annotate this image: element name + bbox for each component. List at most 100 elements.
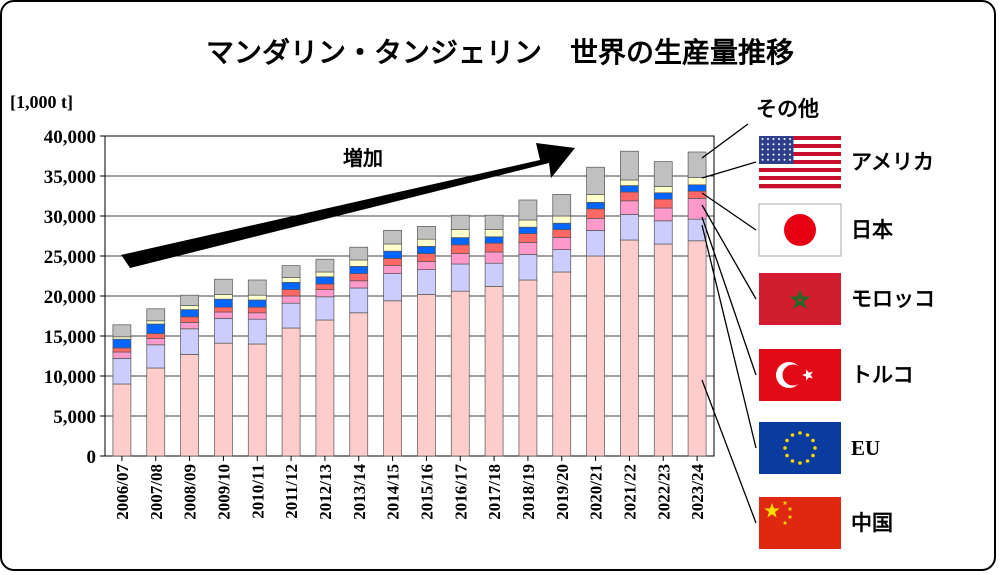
bar-segment-中国 [214,342,233,457]
bar-segment-EU [247,318,267,345]
legend-leader-line [701,216,757,376]
bar-segment-日本 [653,192,673,200]
x-tick-label: 2008/09 [181,464,200,520]
bar-segment-トルコ [146,338,166,346]
bar-segment-アメリカ [620,179,639,186]
y-tick-label: 25,000 [44,247,96,268]
bar-segment-その他 [349,246,369,261]
bar-segment-その他 [552,194,572,217]
bar-segment-日本 [281,282,301,290]
bar-segment-トルコ [281,295,301,304]
bar-segment-日本 [214,298,233,308]
y-tick-label: 30,000 [44,207,96,228]
bar-segment-アメリカ [484,229,504,238]
bar-segment-その他 [586,166,605,195]
bar-segment-その他 [146,308,166,322]
bar-segment-アメリカ [180,305,199,310]
bar-segment-トルコ [687,198,707,220]
bar-segment-モロッコ [586,208,605,219]
x-tick-label: 2015/16 [417,464,436,520]
legend-leader-line [701,224,757,449]
bar-segment-モロッコ [214,306,233,313]
legend-label: アメリカ [851,150,934,174]
bar-segment-中国 [349,312,369,457]
bar-segment-アメリカ [417,238,436,247]
x-tick-label: 2021/22 [620,464,639,520]
bar-segment-その他 [315,258,335,273]
x-tick-label: 2023/24 [688,464,707,520]
bar-segment-EU [349,287,369,314]
bar-segment-EU [281,302,301,329]
bar-segment-EU [552,249,572,273]
y-tick-label: 35,000 [44,167,96,188]
bar-segment-トルコ [383,265,402,274]
morocco-flag [759,273,841,325]
bar-segment-EU [146,344,166,369]
x-tick-label: 2022/23 [654,464,673,520]
bar-segment-トルコ [349,280,369,289]
bar-segment-アメリカ [586,194,605,203]
bar-segment-トルコ [484,251,504,264]
bar-segment-モロッコ [281,289,301,297]
legend-item-日本: 日本 [701,192,893,257]
bar-segment-モロッコ [620,191,639,202]
bar-segment-モロッコ [518,233,538,243]
bar-segment-EU [484,262,504,287]
legend-leader-line [701,192,757,231]
bar-segment-日本 [417,246,436,254]
bar-segment-EU [518,254,538,281]
bar-segment-アメリカ [518,219,538,228]
bar-segment-日本 [349,266,369,274]
x-tick-label: 2013/14 [350,464,369,520]
bar-segment-その他 [417,226,436,240]
bar-segment-トルコ [315,289,335,298]
bar-segment-EU [620,214,639,241]
bar-segment-モロッコ [552,229,572,238]
x-tick-label: 2011/12 [282,464,301,519]
bar-segment-EU [180,328,199,355]
y-tick-label: 5,000 [53,407,96,428]
bar-segment-アメリカ [146,320,166,325]
bar-segment-中国 [146,367,166,457]
bar-segment-日本 [315,276,335,285]
unit-label: [1,000 t] [10,92,73,112]
legend-label: 日本 [851,218,893,242]
bar-segment-その他 [281,265,301,278]
bar-segment-EU [653,220,673,245]
bar-segment-モロッコ [315,283,335,290]
x-tick-label: 2018/19 [519,464,538,520]
bar-segment-モロッコ [484,242,504,253]
x-tick-label: 2006/07 [113,464,132,520]
bar-segment-中国 [180,354,199,457]
bar-segment-EU [214,318,233,344]
bar-segment-日本 [552,222,572,230]
bar-segment-その他 [687,151,707,178]
bar-segment-トルコ [450,253,470,265]
bar-segment-EU [586,230,605,257]
legend-label: 中国 [851,511,893,535]
bar-segment-トルコ [586,218,605,231]
bar-segment-EU [315,296,335,321]
bar-segment-アメリカ [214,294,233,300]
eu-flag [759,422,841,474]
bar-segment-アメリカ [247,294,267,301]
bar-segment-モロッコ [247,306,267,314]
bar-segment-モロッコ [450,244,470,254]
bar-segment-トルコ [620,200,639,215]
bar-segment-その他 [247,279,267,296]
bar-segment-トルコ [552,237,572,250]
y-tick-label: 10,000 [44,367,96,388]
bar-segment-中国 [518,279,538,457]
bar-segment-中国 [112,383,132,457]
x-tick-label: 2020/21 [587,464,606,520]
bar-segment-中国 [417,294,436,457]
bar-segment-モロッコ [349,273,369,282]
usa-flag [759,136,841,189]
bar-segment-中国 [586,255,605,457]
bar-segment-EU [417,269,436,295]
bar-segment-その他 [653,161,673,187]
bar-segment-中国 [383,300,402,457]
bar-segment-中国 [687,240,707,457]
y-tick-label: 15,000 [44,327,96,348]
bar-segment-EU [450,263,470,292]
